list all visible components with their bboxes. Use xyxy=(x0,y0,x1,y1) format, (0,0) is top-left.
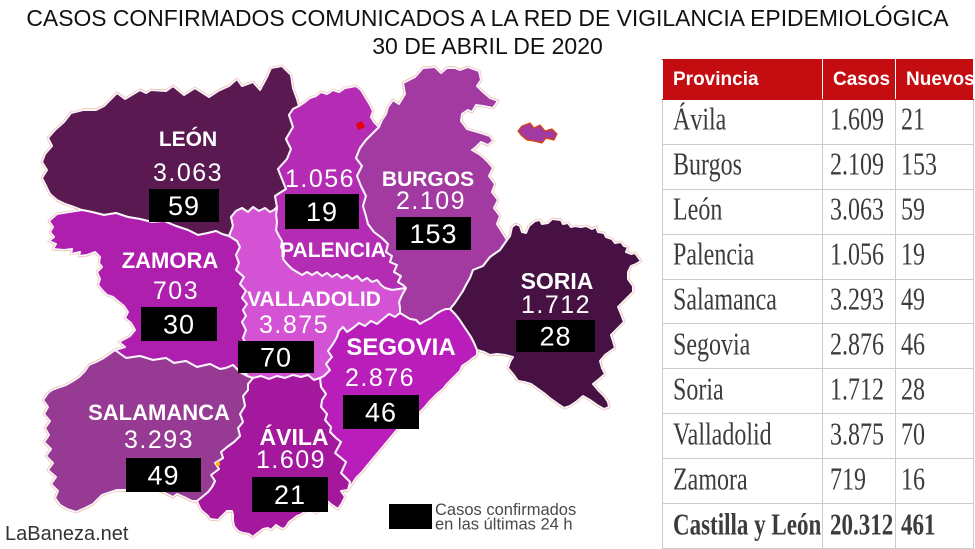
svg-text:70: 70 xyxy=(260,343,292,373)
svg-text:30: 30 xyxy=(163,310,195,340)
svg-text:2.876: 2.876 xyxy=(345,364,415,392)
svg-text:59: 59 xyxy=(168,191,200,221)
svg-text:BURGOS: BURGOS xyxy=(382,168,474,191)
svg-text:en las últimas 24 h: en las últimas 24 h xyxy=(435,516,573,534)
svg-text:LEÓN: LEÓN xyxy=(159,127,217,151)
svg-text:SALAMANCA: SALAMANCA xyxy=(88,400,230,425)
svg-text:19: 19 xyxy=(306,197,338,227)
svg-text:2.109: 2.109 xyxy=(396,187,466,215)
svg-text:3.293: 3.293 xyxy=(124,426,194,454)
svg-text:1.712: 1.712 xyxy=(521,291,591,319)
svg-text:1.609: 1.609 xyxy=(256,446,326,474)
svg-text:ÁVILA: ÁVILA xyxy=(260,423,329,450)
svg-text:Casos confirmados: Casos confirmados xyxy=(435,501,576,519)
svg-text:46: 46 xyxy=(365,398,397,428)
svg-text:ZAMORA: ZAMORA xyxy=(122,248,219,273)
svg-text:49: 49 xyxy=(147,461,179,491)
svg-text:3.063: 3.063 xyxy=(153,159,223,187)
svg-text:703: 703 xyxy=(153,277,199,305)
svg-text:1.056: 1.056 xyxy=(285,165,355,193)
svg-text:153: 153 xyxy=(409,219,457,249)
svg-text:VALLADOLID: VALLADOLID xyxy=(247,288,381,311)
svg-text:3.875: 3.875 xyxy=(259,311,329,339)
svg-text:SEGOVIA: SEGOVIA xyxy=(346,334,455,361)
svg-text:SORIA: SORIA xyxy=(521,268,594,294)
svg-text:PALENCIA: PALENCIA xyxy=(280,239,386,262)
svg-text:21: 21 xyxy=(274,480,306,510)
svg-text:28: 28 xyxy=(539,322,571,352)
